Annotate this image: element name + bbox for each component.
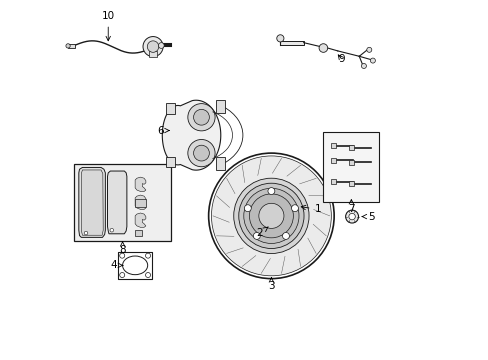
Bar bbox=[348, 181, 353, 186]
Text: 8: 8 bbox=[119, 242, 125, 255]
Circle shape bbox=[366, 47, 371, 52]
Circle shape bbox=[244, 205, 251, 212]
Circle shape bbox=[145, 273, 150, 278]
Bar bbox=[68, 44, 74, 48]
Bar bbox=[118, 252, 152, 279]
Circle shape bbox=[276, 35, 284, 42]
Polygon shape bbox=[135, 213, 145, 227]
Text: 6: 6 bbox=[157, 126, 169, 135]
Circle shape bbox=[244, 188, 298, 243]
Circle shape bbox=[361, 63, 366, 68]
Text: 10: 10 bbox=[102, 12, 115, 41]
Polygon shape bbox=[135, 195, 145, 210]
Circle shape bbox=[233, 178, 308, 253]
Circle shape bbox=[142, 37, 163, 57]
Circle shape bbox=[120, 253, 124, 258]
Circle shape bbox=[345, 210, 358, 223]
Circle shape bbox=[147, 41, 159, 52]
Circle shape bbox=[84, 231, 88, 235]
Bar bbox=[74, 164, 171, 241]
Bar bbox=[323, 132, 378, 202]
Bar bbox=[215, 100, 224, 113]
Text: 5: 5 bbox=[362, 212, 374, 221]
Circle shape bbox=[66, 44, 70, 48]
Circle shape bbox=[249, 194, 293, 238]
Text: 7: 7 bbox=[347, 199, 354, 214]
Bar bbox=[149, 51, 156, 57]
Text: 4: 4 bbox=[110, 260, 122, 270]
Circle shape bbox=[319, 44, 327, 52]
Circle shape bbox=[369, 58, 375, 63]
Circle shape bbox=[291, 205, 298, 212]
Polygon shape bbox=[107, 171, 126, 234]
Text: 9: 9 bbox=[337, 54, 344, 64]
Bar bbox=[135, 199, 145, 207]
Circle shape bbox=[282, 233, 289, 239]
Circle shape bbox=[193, 109, 209, 125]
Circle shape bbox=[211, 156, 331, 276]
Circle shape bbox=[193, 145, 209, 161]
Bar bbox=[165, 103, 174, 114]
Bar bbox=[215, 157, 224, 170]
Bar bbox=[280, 41, 303, 45]
Bar bbox=[330, 143, 335, 148]
Text: 3: 3 bbox=[267, 278, 274, 291]
Circle shape bbox=[110, 228, 113, 232]
Bar bbox=[135, 230, 142, 235]
Bar bbox=[330, 179, 335, 184]
Text: 1: 1 bbox=[301, 204, 321, 215]
Circle shape bbox=[158, 42, 164, 48]
Circle shape bbox=[187, 104, 215, 131]
Bar bbox=[348, 159, 353, 165]
Circle shape bbox=[145, 253, 150, 258]
Polygon shape bbox=[79, 167, 105, 237]
Circle shape bbox=[253, 233, 260, 239]
Polygon shape bbox=[135, 177, 145, 192]
Circle shape bbox=[348, 213, 355, 220]
Bar bbox=[348, 145, 353, 150]
Bar bbox=[165, 157, 174, 167]
Circle shape bbox=[187, 139, 215, 167]
Circle shape bbox=[238, 183, 304, 248]
Bar bbox=[330, 158, 335, 163]
Polygon shape bbox=[81, 170, 103, 235]
Circle shape bbox=[258, 203, 284, 228]
Circle shape bbox=[120, 273, 124, 278]
Text: 2: 2 bbox=[256, 227, 268, 238]
Circle shape bbox=[267, 188, 274, 194]
Polygon shape bbox=[162, 100, 220, 170]
